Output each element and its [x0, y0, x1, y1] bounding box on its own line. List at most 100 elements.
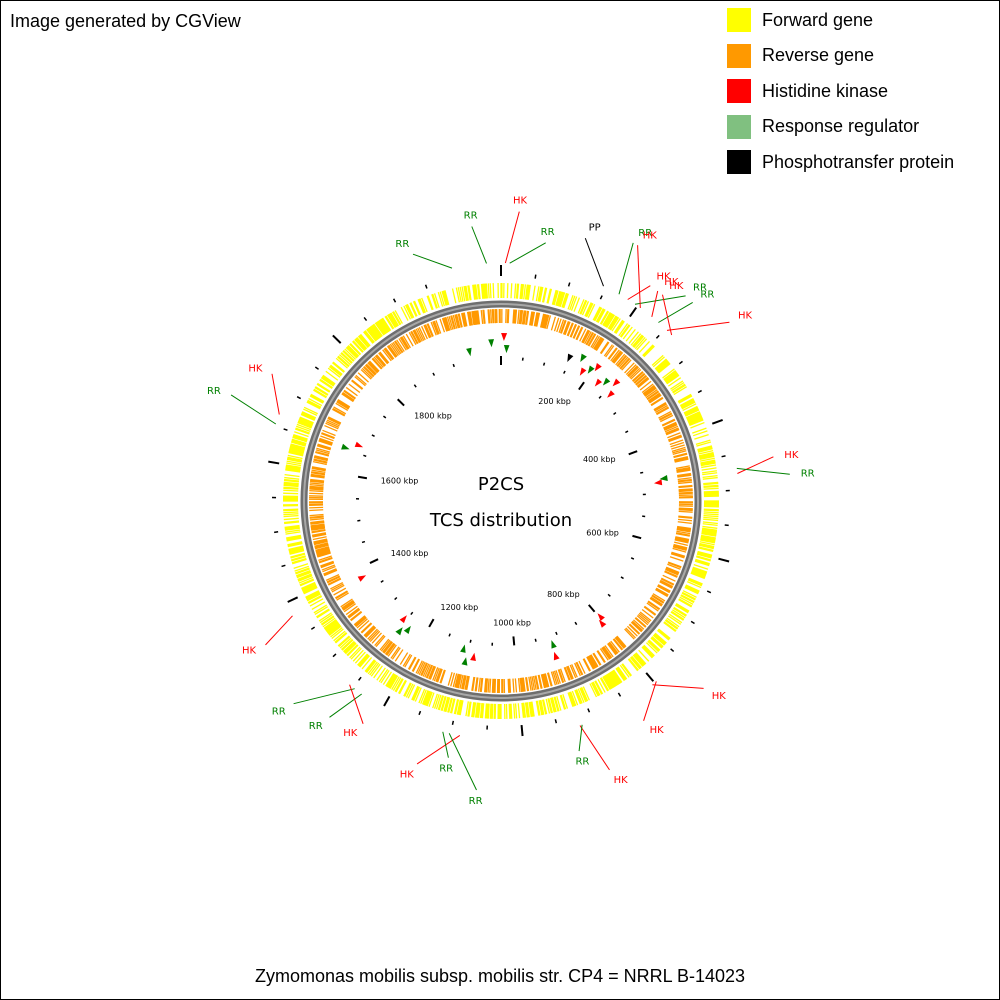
forward-gene-bar	[459, 286, 464, 302]
forward-gene-bar	[687, 415, 703, 423]
forward-gene-bar	[700, 462, 716, 467]
inner-minor-tick	[625, 430, 629, 434]
forward-gene-bar	[295, 425, 311, 432]
forward-gene-bar	[521, 284, 525, 300]
forward-gene-bar	[457, 699, 462, 715]
forward-gene-bar	[694, 433, 709, 440]
reverse-gene-bar	[315, 546, 330, 552]
forward-gene-bar	[449, 698, 455, 714]
forward-gene-bar	[293, 563, 309, 569]
forward-gene-bar	[295, 570, 311, 577]
reverse-gene-bar	[546, 315, 552, 330]
forward-gene-bar	[700, 534, 716, 539]
forward-gene-bar	[673, 606, 687, 616]
forward-gene-bar	[595, 680, 604, 695]
reverse-gene-bar	[585, 332, 594, 345]
forward-gene-bar	[335, 357, 348, 369]
forward-gene-bar	[346, 346, 358, 358]
outer-minor-tick	[314, 366, 320, 370]
forward-gene-bar	[288, 546, 304, 552]
phosphotransfer-protein-marker	[567, 353, 574, 362]
reverse-gene-bar	[625, 627, 637, 639]
forward-gene-bar	[323, 619, 337, 629]
forward-gene-bar	[289, 549, 305, 554]
forward-gene-bar	[536, 700, 541, 716]
response-regulator-marker	[460, 644, 466, 653]
forward-gene-bar	[703, 511, 719, 514]
forward-gene-bar	[677, 393, 692, 403]
reverse-gene-bar	[567, 665, 574, 680]
forward-gene-bar	[527, 284, 531, 300]
forward-gene-bar	[575, 689, 583, 704]
forward-gene-bar	[307, 595, 322, 604]
forward-gene-bar	[344, 642, 356, 654]
reverse-gene-bar	[326, 419, 340, 427]
forward-gene-bar	[378, 319, 389, 333]
reverse-gene-bar	[447, 671, 453, 686]
reverse-gene-bar	[676, 466, 691, 471]
forward-gene-bar	[291, 556, 306, 562]
forward-gene-bar	[285, 529, 301, 533]
forward-gene-bar	[418, 298, 426, 314]
reverse-gene-bar	[477, 310, 481, 325]
reverse-gene-bar	[650, 597, 663, 606]
forward-gene-bar	[698, 451, 714, 457]
forward-gene-bar	[358, 335, 370, 348]
histidine-kinase-callout-label: HK	[664, 277, 679, 288]
inner-minor-tick	[613, 411, 617, 416]
forward-gene-bar	[656, 360, 669, 372]
forward-gene-bar	[597, 679, 606, 693]
forward-gene-bar	[686, 412, 701, 421]
reverse-gene-bar	[326, 576, 341, 584]
forward-gene-bar	[631, 334, 643, 347]
reverse-gene-bar	[475, 310, 479, 325]
forward-gene-bar	[665, 373, 679, 384]
forward-gene-bar	[283, 520, 300, 524]
reverse-gene-bar	[311, 526, 326, 530]
histidine-kinase-callout-label: HK	[343, 728, 358, 739]
forward-gene-bar	[288, 548, 304, 554]
forward-gene-bar	[370, 663, 381, 677]
forward-gene-bar	[531, 701, 535, 717]
forward-gene-bar	[513, 703, 516, 719]
reverse-gene-bar	[616, 635, 627, 648]
reverse-gene-bar	[631, 620, 644, 632]
forward-gene-bar	[542, 699, 548, 715]
reverse-gene-bar	[619, 357, 630, 369]
reverse-gene-bar	[341, 392, 355, 402]
reverse-gene-bar	[639, 611, 652, 622]
forward-gene-bar	[463, 286, 468, 302]
forward-gene-bar	[412, 301, 421, 316]
forward-gene-bar	[375, 321, 386, 336]
reverse-gene-bar	[315, 449, 330, 455]
response-regulator-marker	[341, 443, 350, 450]
outer-minor-tick	[617, 692, 622, 697]
forward-gene-bar	[309, 395, 324, 404]
forward-gene-bar	[666, 617, 680, 628]
reverse-gene-bar	[633, 372, 645, 384]
forward-gene-bar	[681, 591, 696, 600]
reverse-gene-bar	[343, 390, 356, 400]
response-regulator-callout-label: RR	[575, 757, 589, 768]
reverse-gene-bar	[387, 644, 397, 657]
histidine-kinase-marker	[357, 575, 367, 582]
histidine-kinase-callout-label: HK	[657, 272, 672, 283]
reverse-gene-bar	[410, 330, 419, 344]
forward-gene-bar	[314, 386, 329, 396]
outer-major-tick	[645, 672, 655, 682]
reverse-gene-bar	[581, 329, 589, 343]
forward-gene-bar	[697, 445, 713, 451]
reverse-gene-bar	[382, 349, 392, 362]
reverse-gene-bar	[385, 643, 395, 656]
forward-gene-bar	[681, 401, 696, 410]
histidine-kinase-callout-line	[662, 294, 673, 336]
reverse-gene-bar	[644, 605, 657, 616]
reverse-gene-bar	[433, 667, 440, 682]
reverse-gene-bar	[564, 321, 571, 336]
forward-gene-bar	[663, 369, 677, 381]
histidine-kinase-marker	[597, 613, 605, 621]
outer-tick-ring	[268, 265, 730, 737]
reverse-gene-bar	[318, 555, 332, 561]
reverse-gene-bar	[430, 321, 437, 336]
